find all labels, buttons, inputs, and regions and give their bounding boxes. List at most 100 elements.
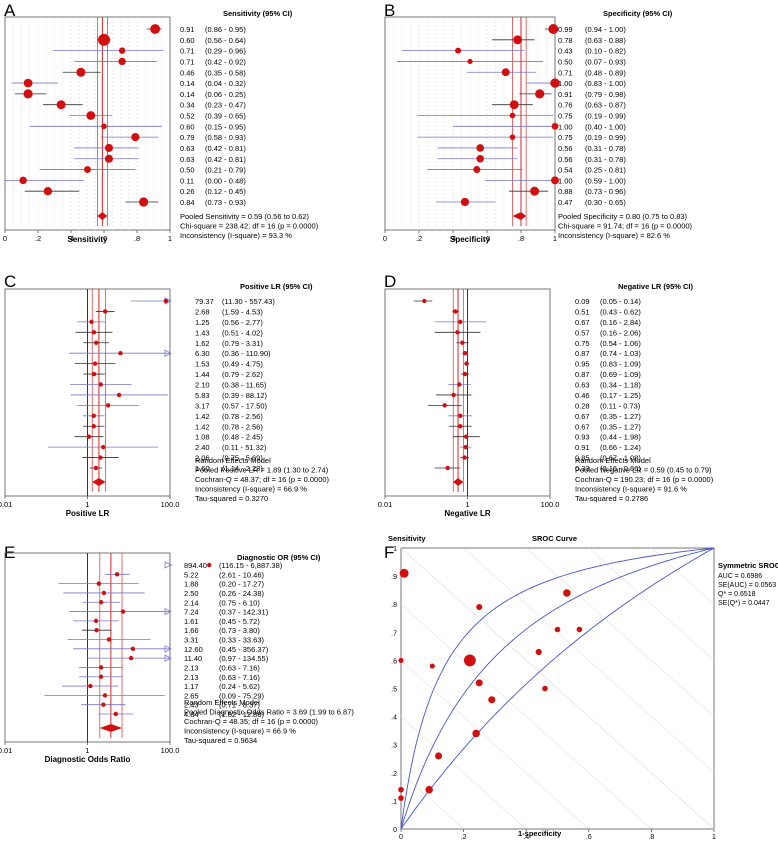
panel-letter-c: C (4, 272, 16, 291)
row-estimate: 1.08 (195, 433, 210, 442)
row-ci: (0.16 - 2.84) (600, 318, 641, 327)
study-point (106, 637, 112, 642)
study-point (530, 186, 540, 196)
row-ci: (0.44 - 1.98) (600, 433, 641, 442)
row-estimate: 0.88 (558, 187, 573, 196)
row-estimate: 0.75 (575, 339, 590, 348)
summary-line: Chi-square = 91.74; df = 16 (p = 0.0000) (558, 222, 693, 231)
row-estimate: 0.67 (575, 318, 590, 327)
sroc-legend-title: Symmetric SROC (718, 561, 778, 570)
x-tick-label: 100.0 (161, 500, 180, 509)
sroc-grid-line (525, 547, 715, 717)
sroc-point (476, 603, 483, 611)
row-estimate: 1.42 (195, 412, 210, 421)
row-estimate: 2.50 (184, 589, 199, 598)
x-tick-label: 100.0 (161, 746, 180, 755)
row-ci: (0.73 - 3.80) (219, 626, 260, 635)
row-ci: (0.56 - 0.64) (205, 36, 246, 45)
x-tick-label: 1 (85, 746, 89, 755)
row-estimate: 3.17 (195, 401, 210, 410)
row-estimate: 1.44 (195, 370, 210, 379)
study-point (93, 340, 99, 345)
row-estimate: 7.24 (184, 608, 199, 617)
summary-line: Inconsistency (I-square) = 91.6 % (575, 485, 687, 494)
study-point (104, 143, 113, 152)
row-ci: (0.37 - 142.31) (219, 608, 269, 617)
study-point (102, 693, 108, 698)
row-ci: (0.07 - 0.93) (585, 57, 626, 66)
row-estimate: 1.88 (184, 580, 199, 589)
row-ci: (0.86 - 0.95) (205, 25, 246, 34)
row-ci: (1.14 - 2.23) (222, 464, 263, 473)
row-estimate: 0.46 (575, 391, 590, 400)
row-estimate: 2.13 (184, 673, 199, 682)
row-estimate: 3.31 (184, 636, 199, 645)
row-ci: (0.09 - 75.29) (219, 691, 265, 700)
row-ci: (0.21 - 0.79) (205, 166, 246, 175)
row-estimate: 0.71 (180, 57, 195, 66)
study-point (130, 646, 136, 652)
row-ci: (0.19 - 0.99) (585, 112, 626, 121)
sroc-y-tick-label: .7 (391, 630, 397, 637)
panel-letter-d: D (384, 272, 396, 291)
study-point (101, 702, 106, 707)
sroc-legend-se-auc: SE(AUC) = 0.0563 (718, 582, 776, 589)
sroc-point (398, 657, 404, 663)
row-estimate: 0.84 (180, 198, 195, 207)
row-estimate: 0.57 (575, 328, 590, 337)
ci-arrow (164, 607, 172, 616)
study-point (76, 67, 86, 77)
study-point (462, 371, 468, 377)
sroc-point (398, 795, 404, 801)
sroc-point (475, 679, 483, 687)
sroc-point (488, 696, 496, 704)
row-ci: (0.63 - 0.88) (585, 36, 626, 45)
x-tick-label: .2 (35, 234, 41, 243)
row-ci: (0.40 - 1.00) (585, 122, 626, 131)
row-estimate: 0.63 (180, 155, 195, 164)
summary-line: Random Effects Model (195, 456, 271, 465)
study-point (94, 627, 99, 633)
row-estimate: 0.51 (575, 307, 590, 316)
row-estimate: 0.60 (180, 122, 195, 131)
sroc-point (472, 729, 480, 738)
study-point (460, 340, 465, 345)
panel-letter-b: B (384, 1, 395, 20)
study-point (113, 711, 118, 717)
summary-line: Chi-square = 238.42; df = 16 (p = 0.0000… (180, 222, 319, 231)
study-point (451, 392, 456, 398)
summary-line: Pooled Positive LR = 1.89 (1.30 to 2.74) (195, 466, 329, 475)
row-ci: (0.78 - 2.56) (222, 422, 263, 431)
study-point (457, 382, 462, 387)
row-estimate: 0.34 (180, 101, 195, 110)
row-estimate: 0.52 (180, 112, 195, 121)
study-point (98, 665, 104, 670)
sroc-point (576, 626, 583, 633)
x-axis-label: Positive LR (66, 509, 110, 518)
row-ci: (0.63 - 7.16) (219, 663, 260, 672)
summary-line: Pooled Specificity = 0.80 (0.75 to 0.83) (558, 212, 688, 221)
row-estimate: 0.26 (180, 187, 195, 196)
study-point (92, 361, 98, 366)
row-estimate: 1.00 (558, 122, 573, 131)
row-ci: (0.79 - 0.98) (585, 90, 626, 99)
sroc-point (535, 648, 542, 656)
summary-line: Cochran-Q = 48.37; df = 16 (p = 0.0000) (195, 475, 330, 484)
summary-line: Tau-squared = 0.2786 (575, 494, 648, 503)
sroc-ylabel: Sensitivity (388, 534, 426, 543)
row-estimate: 0.63 (575, 381, 590, 390)
sroc-point (554, 626, 561, 633)
row-ci: (0.16 - 2.06) (600, 328, 641, 337)
row-estimate: 2.13 (184, 663, 199, 672)
row-ci: (0.26 - 24.38) (219, 589, 265, 598)
x-tick-label: 1 (553, 234, 557, 243)
study-point (86, 434, 92, 439)
row-estimate: 1.62 (195, 339, 210, 348)
row-estimate: 0.54 (558, 166, 573, 175)
row-estimate: 0.60 (180, 36, 195, 45)
x-tick-label: 0 (3, 234, 7, 243)
row-ci: (1.59 - 4.53) (222, 307, 263, 316)
x-tick-label: 0.01 (0, 746, 12, 755)
row-ci: (0.94 - 1.00) (585, 25, 626, 34)
study-point (118, 57, 126, 66)
